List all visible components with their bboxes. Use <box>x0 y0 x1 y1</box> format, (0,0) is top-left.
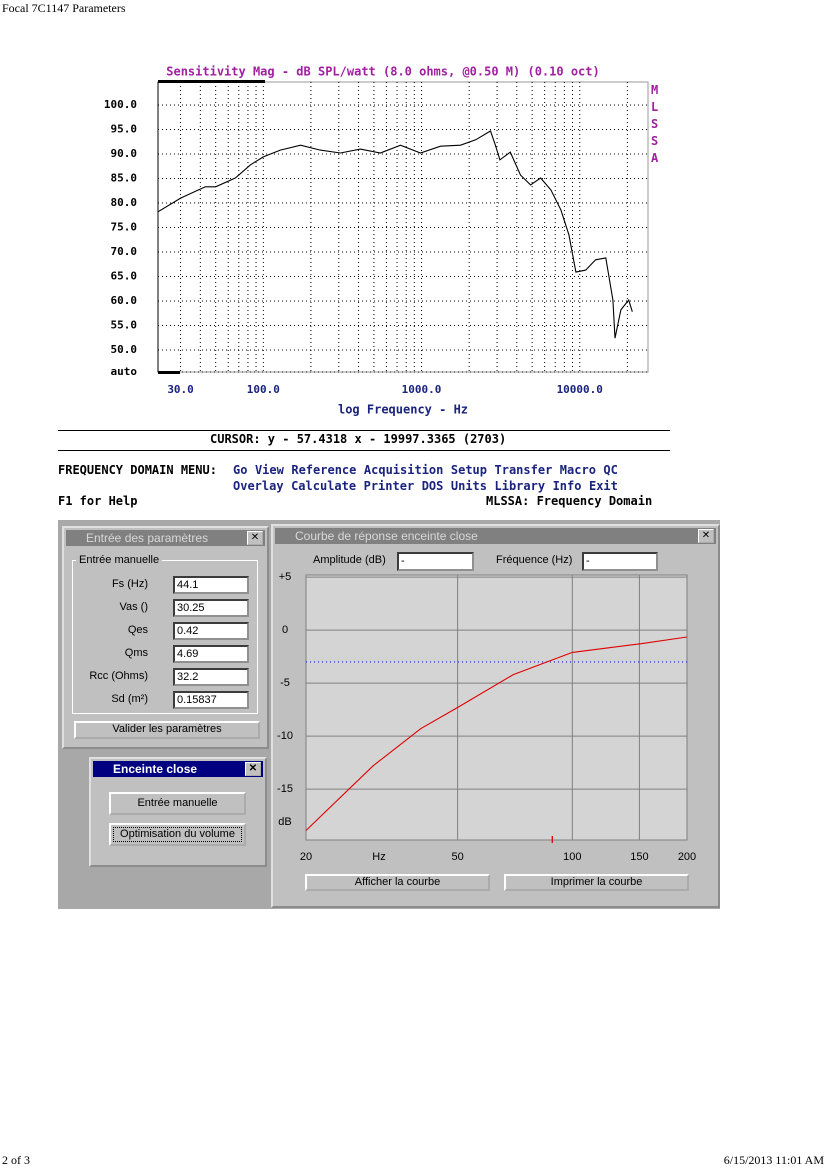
menu-item[interactable]: View <box>254 463 284 477</box>
params-window: Entrée des paramètres ✕ Entrée manuelle F… <box>62 526 269 749</box>
menu-item[interactable]: DOS <box>421 479 444 493</box>
button[interactable]: Optimisation du volume <box>109 823 246 846</box>
header-title: Focal 7C1147 Parameters <box>2 1 126 15</box>
text-input[interactable]: 0.42 <box>173 622 249 640</box>
window-title: Enceinte close <box>113 762 198 776</box>
menu-item[interactable]: Units <box>450 479 487 493</box>
y-tick-label: 85.0 <box>111 172 138 185</box>
menu-row: Go View Reference Acquisition Setup Transfer M… <box>233 463 625 477</box>
button[interactable]: Imprimer la courbe <box>504 874 689 891</box>
text-input[interactable]: 44.1 <box>173 576 249 594</box>
cursor-bar <box>158 371 180 374</box>
text-input[interactable]: 32.2 <box>173 668 249 686</box>
y-tick-label: 100.0 <box>104 98 137 111</box>
mode-text: MLSSA: Frequency Domain <box>486 494 653 508</box>
enclosure-window: Enceinte close ✕ Entrée manuelle Optimisa… <box>89 757 267 867</box>
field-label: Sd (m²) <box>111 693 148 705</box>
side-label: MLSSA <box>651 83 659 165</box>
field-label: Fréquence (Hz) <box>496 554 573 566</box>
y-tick-label: 80.0 <box>111 196 138 209</box>
field-label: Rcc (Ohms) <box>89 670 148 682</box>
field-label: Vas () <box>119 601 148 613</box>
field-label: Fs (Hz) <box>111 578 148 590</box>
menu-item[interactable]: Info <box>552 479 582 493</box>
curve-window: Courbe de réponse enceinte close ✕ Amplit… <box>271 524 720 908</box>
cursor-readout: CURSOR: y - 57.4318 x - 19997.3365 (2703… <box>210 432 507 446</box>
menu-item[interactable]: Transfer <box>494 463 553 477</box>
chart-title: Sensitivity Mag - dB SPL/watt (8.0 ohms,… <box>166 65 599 79</box>
window-title: Courbe de réponse enceinte close <box>295 529 478 543</box>
menu-item[interactable]: Printer <box>363 479 415 493</box>
menu-item[interactable]: Library <box>494 479 546 493</box>
menu-label: FREQUENCY DOMAIN MENU: <box>58 463 217 477</box>
menu-row: Overlay Calculate Printer DOS Units Library In… <box>233 479 625 493</box>
button[interactable]: Afficher la courbe <box>305 874 490 891</box>
group-label: Entrée manuelle <box>76 554 163 566</box>
button[interactable]: Valider les paramètres <box>74 721 260 739</box>
x-tick-label: 100.0 <box>247 383 280 396</box>
close-button[interactable]: ✕ <box>247 531 263 545</box>
footer-page: 2 of 3 <box>2 1153 30 1167</box>
title-bar: Courbe de réponse enceinte close ✕ <box>275 528 716 544</box>
title-bar: Entrée des paramètres ✕ <box>66 530 265 546</box>
y-tick-label: 65.0 <box>111 269 138 282</box>
x-axis-label: log Frequency - Hz <box>338 403 468 417</box>
data-line <box>157 130 633 339</box>
close-button[interactable]: ✕ <box>245 762 261 776</box>
y-tick-label: 55.0 <box>111 318 138 331</box>
text-input[interactable]: - <box>582 552 658 571</box>
menu-item[interactable]: QC <box>603 463 618 477</box>
y-tick-label: 60.0 <box>111 294 138 307</box>
rule <box>58 450 670 451</box>
group-box <box>72 560 258 714</box>
menu-item[interactable]: Overlay <box>233 479 284 493</box>
menu-item[interactable]: Acquisition <box>363 463 444 477</box>
menu-item[interactable]: Reference <box>291 463 357 477</box>
x-tick-label: 30.0 <box>167 383 194 396</box>
title-bar: Enceinte close ✕ <box>93 761 263 777</box>
rule <box>58 430 670 431</box>
y-tick-label: 50.0 <box>111 343 138 356</box>
y-tick-label: auto <box>111 365 138 378</box>
button[interactable]: Entrée manuelle <box>109 792 246 815</box>
help-text: F1 for Help <box>58 494 138 508</box>
text-input[interactable]: 0.15837 <box>173 691 249 709</box>
y-tick-label: 95.0 <box>111 123 138 136</box>
field-label: Qms <box>124 647 148 659</box>
field-label: Qes <box>127 624 148 636</box>
field-label: Amplitude (dB) <box>313 554 386 566</box>
x-tick-label: 10000.0 <box>557 383 603 396</box>
plot-area <box>157 81 649 373</box>
close-button[interactable]: ✕ <box>698 529 714 543</box>
y-tick-label: 75.0 <box>111 220 138 233</box>
text-input[interactable]: 4.69 <box>173 645 249 663</box>
menu-item[interactable]: Calculate <box>291 479 357 493</box>
cursor-bar <box>158 80 265 83</box>
menu-item[interactable]: Macro <box>559 463 596 477</box>
text-input[interactable]: 30.25 <box>173 599 249 617</box>
footer-date: 6/15/2013 11:01 AM <box>723 1153 824 1167</box>
y-tick-label: 90.0 <box>111 147 138 160</box>
menu-item[interactable]: Setup <box>450 463 487 477</box>
menu-item[interactable]: Go <box>233 463 248 477</box>
y-tick-label: 70.0 <box>111 245 138 258</box>
window-title: Entrée des paramètres <box>86 531 209 545</box>
menu-item[interactable]: Exit <box>588 479 618 493</box>
text-input[interactable]: - <box>397 552 474 571</box>
x-tick-label: 1000.0 <box>402 383 442 396</box>
